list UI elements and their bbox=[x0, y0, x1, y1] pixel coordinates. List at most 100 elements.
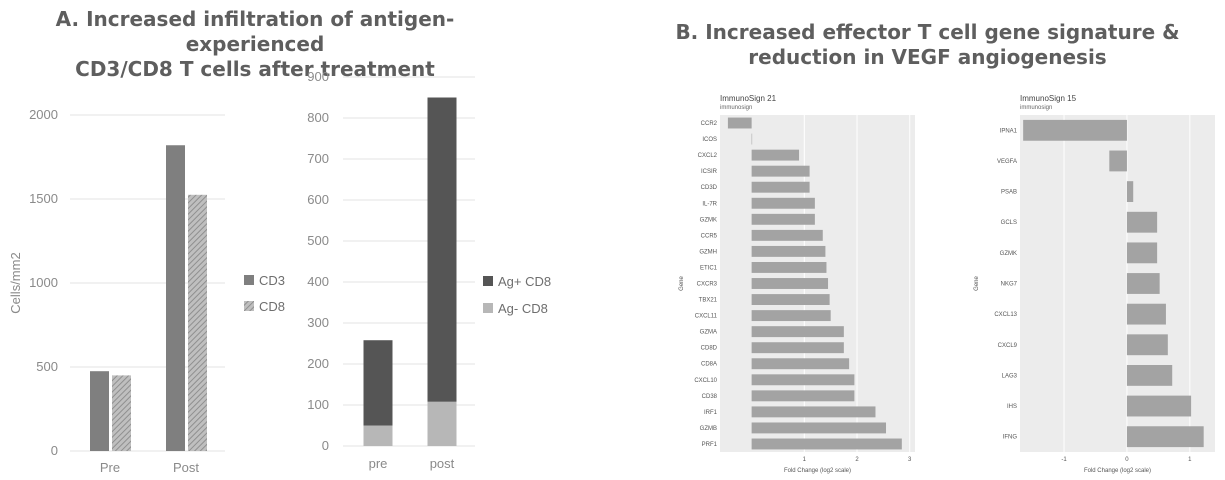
x-tick-label: 2 bbox=[855, 457, 859, 463]
y-tick-label: CXCL2 bbox=[698, 153, 718, 159]
bar-icsir bbox=[751, 165, 810, 177]
bar-cxcl9 bbox=[1126, 334, 1168, 356]
y-tick-label: CXCL11 bbox=[695, 314, 718, 320]
y-tick-label: IL-7R bbox=[702, 201, 717, 207]
bar-il-7r bbox=[751, 197, 815, 209]
bar-cxcl13 bbox=[1126, 303, 1166, 325]
y-tick-label: ETIC1 bbox=[700, 265, 718, 271]
chart-cd3-cd8: 0 500 1000 1500 2000 Cells/mm2 Pre Post CD3 CD8 bbox=[8, 107, 285, 475]
panel-a-title-line1: A. Increased infiltration of antigen-exp… bbox=[55, 7, 455, 56]
bar-gzma bbox=[751, 326, 844, 338]
bar-irf1 bbox=[751, 406, 876, 418]
bar-cd3d bbox=[751, 181, 810, 193]
x-tick-label: -1 bbox=[1061, 457, 1067, 463]
bar-ag-cd8pre bbox=[363, 425, 393, 446]
x-tick-label: post bbox=[430, 456, 455, 471]
bar-ag-cd8post bbox=[427, 97, 457, 402]
bar-etic1 bbox=[751, 261, 827, 273]
y-tick-label: GZMH bbox=[699, 249, 717, 255]
y-tick-label: IPNA1 bbox=[1000, 128, 1018, 134]
bar-cxcl11 bbox=[751, 310, 831, 322]
y-tick-label: ICOS bbox=[702, 137, 717, 143]
panel-chart-subtitle: immunosign bbox=[720, 105, 752, 111]
y-tick-label: CCR2 bbox=[701, 121, 718, 127]
y-tick-label: PRF1 bbox=[702, 442, 718, 448]
panel-chart-title: ImmunoSign 21 bbox=[720, 94, 777, 103]
x-axis-label: Fold Change (log2 scale) bbox=[784, 468, 851, 474]
legend-label-cd8: CD8 bbox=[259, 299, 285, 314]
legend-label: Ag- CD8 bbox=[498, 301, 548, 316]
y-tick-label: NKG7 bbox=[1001, 282, 1018, 288]
bar-prf1 bbox=[751, 438, 902, 450]
y-tick-label: CXCL13 bbox=[994, 312, 1017, 318]
x-tick-label: 0 bbox=[1125, 457, 1129, 463]
bar-ipna1 bbox=[1023, 119, 1127, 141]
y-tick-label: ICSIR bbox=[701, 169, 718, 175]
bar-ihs bbox=[1126, 395, 1192, 417]
y-tick-label: 1000 bbox=[29, 275, 58, 290]
y-tick-label: 300 bbox=[307, 315, 329, 330]
x-tick-label: Pre bbox=[100, 460, 120, 475]
y-axis-label: Gene bbox=[974, 276, 980, 291]
bar-ifng bbox=[1126, 426, 1204, 448]
y-tick-label: 100 bbox=[307, 397, 329, 412]
panel-b-title-line1: B. Increased effector T cell gene signat… bbox=[675, 20, 1180, 44]
y-axis-label: Cells/mm2 bbox=[8, 252, 23, 313]
x-tick-label: pre bbox=[369, 456, 388, 471]
y-tick-label: 200 bbox=[307, 356, 329, 371]
y-tick-label: LAG3 bbox=[1002, 373, 1018, 379]
legend-swatch-cd8 bbox=[244, 301, 254, 311]
panel-chart-title: ImmunoSign 15 bbox=[1020, 94, 1077, 103]
bar-cd38 bbox=[751, 390, 855, 402]
x-tick-label: 1 bbox=[803, 457, 807, 463]
y-tick-label: IRF1 bbox=[704, 410, 718, 416]
y-tick-label: CD8D bbox=[701, 346, 718, 352]
bar-cd8d bbox=[751, 342, 844, 354]
x-tick-label: Post bbox=[173, 460, 199, 475]
y-tick-label: CD8A bbox=[701, 362, 717, 368]
legend-swatch bbox=[483, 303, 493, 313]
bar-tbx21 bbox=[751, 294, 830, 306]
chart-immunosign-15: -1 0 1 IPNA1 VEGFA PSAB GCLS GZMK NKG7 CXCL13 CXCL… bbox=[974, 94, 1215, 474]
bar-icos bbox=[751, 133, 753, 145]
y-tick-label: CD3D bbox=[701, 185, 718, 191]
y-tick-label: GZMK bbox=[1000, 251, 1017, 257]
bar-cd8a bbox=[751, 358, 850, 370]
y-tick-label: GZMA bbox=[700, 330, 717, 336]
y-tick-label: TBX21 bbox=[699, 298, 718, 304]
y-tick-label: 2000 bbox=[29, 107, 58, 122]
y-tick-label: CXCR3 bbox=[697, 282, 718, 288]
bar-cd3-pre bbox=[90, 371, 109, 451]
bar-cxcr3 bbox=[751, 278, 829, 289]
bar-vegfa bbox=[1109, 150, 1127, 172]
bar-nkg7 bbox=[1126, 273, 1160, 294]
y-tick-label: CXCL9 bbox=[998, 343, 1018, 349]
y-tick-label: CD38 bbox=[702, 394, 718, 400]
y-tick-label: 500 bbox=[36, 359, 58, 374]
y-tick-label: 700 bbox=[307, 151, 329, 166]
y-tick-label: PSAB bbox=[1001, 190, 1017, 196]
legend-swatch bbox=[483, 276, 493, 286]
y-tick-label: 500 bbox=[307, 233, 329, 248]
bar-cxcl10 bbox=[751, 374, 855, 386]
y-tick-label: 0 bbox=[51, 443, 58, 458]
y-tick-label: 400 bbox=[307, 274, 329, 289]
bar-ag-cd8pre bbox=[363, 340, 393, 426]
bar-cd8-pre bbox=[112, 375, 131, 451]
bar-cd8-post bbox=[188, 194, 207, 452]
y-tick-label: GZMB bbox=[700, 426, 717, 432]
bar-gzmh bbox=[751, 245, 826, 257]
bar-cd3-post bbox=[166, 145, 185, 452]
bar-gcls bbox=[1126, 211, 1158, 233]
chart-immunosign-21: 1 2 3 CCR2 ICOS CXCL2 ICSIR CD3D IL-7R GZMK CCR5 GZ… bbox=[679, 94, 915, 474]
bar-gzmk bbox=[751, 213, 815, 225]
bar-ccr2 bbox=[727, 117, 752, 129]
y-tick-label: GZMK bbox=[700, 217, 717, 223]
bar-ccr5 bbox=[751, 229, 823, 241]
x-tick-label: 1 bbox=[1188, 457, 1192, 463]
bar-psab bbox=[1126, 181, 1134, 203]
x-tick-label: 3 bbox=[908, 457, 912, 463]
y-tick-label: CXCL10 bbox=[694, 378, 717, 384]
panel-b-title: B. Increased effector T cell gene signat… bbox=[660, 20, 1195, 70]
